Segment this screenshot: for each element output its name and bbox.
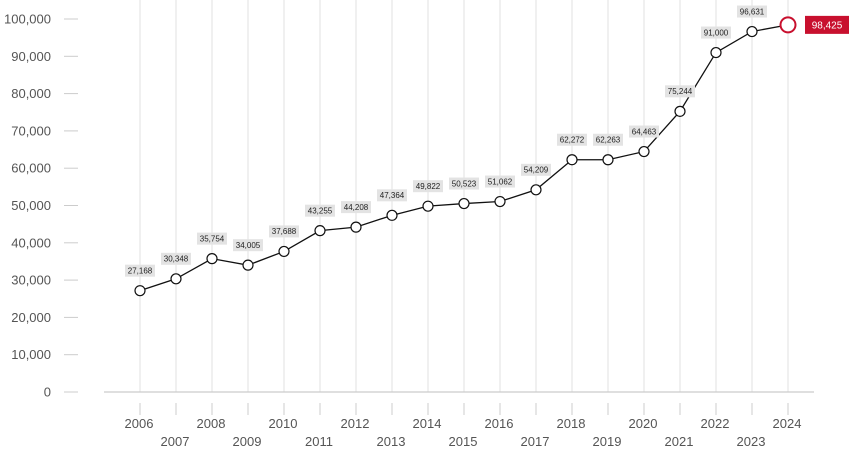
x-tick-label: 2007 — [161, 434, 190, 449]
data-point — [458, 197, 470, 210]
data-label: 62,272 — [560, 136, 585, 145]
data-point — [314, 225, 326, 237]
x-tick-label: 2013 — [377, 434, 406, 449]
data-label: 49,822 — [416, 182, 441, 191]
y-axis: 0 10,000 20,000 30,000 40,000 50,000 60,000 70,… — [4, 12, 78, 400]
data-point — [494, 195, 506, 208]
data-label-box — [557, 133, 587, 146]
highlight-label-box — [805, 15, 849, 34]
data-label: 43,255 — [308, 206, 333, 215]
data-points — [134, 16, 797, 297]
data-label-box — [341, 201, 371, 214]
x-tick-label: 2010 — [269, 416, 298, 431]
data-label: 54,209 — [524, 166, 549, 175]
data-labels: 27,168 30,348 35,754 34,005 37,688 43,255 44,2… — [125, 5, 849, 277]
y-tick-label: 40,000 — [11, 235, 51, 250]
y-tick-label: 90,000 — [11, 49, 51, 64]
data-label-box — [449, 177, 479, 190]
data-label: 64,463 — [632, 127, 657, 136]
x-tick-label: 2012 — [341, 416, 370, 431]
data-point — [566, 154, 578, 166]
x-tick-label: 2016 — [485, 416, 514, 431]
data-label: 51,062 — [488, 177, 513, 186]
data-label-box — [305, 204, 335, 217]
data-label: 75,244 — [668, 87, 693, 96]
highlight-point — [779, 16, 797, 34]
data-point — [746, 25, 758, 38]
x-tick-label: 2021 — [665, 434, 694, 449]
y-tick-label: 60,000 — [11, 161, 51, 176]
data-point — [638, 145, 650, 158]
data-label-box — [521, 163, 551, 176]
data-label-box — [593, 133, 623, 146]
y-tick-label: 30,000 — [11, 273, 51, 288]
data-label-box — [269, 225, 299, 238]
vertical-gridlines — [139, 0, 789, 392]
x-tick-label: 2015 — [449, 434, 478, 449]
x-tick-label: 2024 — [773, 416, 802, 431]
x-tick-label: 2009 — [233, 434, 262, 449]
data-point — [674, 105, 686, 117]
data-point — [602, 154, 614, 166]
x-tick-label: 2008 — [197, 416, 226, 431]
data-label-box — [197, 232, 227, 245]
x-tick-label: 2023 — [737, 434, 766, 449]
x-tick-label: 2017 — [521, 434, 550, 449]
data-point — [170, 273, 182, 285]
data-label-box — [665, 85, 695, 98]
data-label-box — [485, 175, 515, 188]
x-tick-label: 2020 — [629, 416, 658, 431]
data-label-box — [377, 189, 407, 202]
y-tick-label: 10,000 — [11, 347, 51, 362]
data-point — [206, 253, 218, 265]
x-tick-label: 2019 — [593, 434, 622, 449]
data-label: 34,005 — [236, 241, 261, 250]
data-label: 35,754 — [200, 234, 225, 243]
data-label-box — [737, 5, 767, 18]
data-label-box — [125, 264, 155, 277]
x-tick-label: 2022 — [701, 416, 730, 431]
data-point — [278, 245, 290, 258]
y-tick-label: 20,000 — [11, 310, 51, 325]
data-label: 37,688 — [272, 227, 297, 236]
data-point — [710, 46, 722, 59]
data-label: 50,523 — [452, 179, 477, 188]
data-point — [530, 184, 542, 196]
y-tick-label: 100,000 — [4, 12, 51, 27]
data-label-box — [413, 180, 443, 193]
data-label: 47,364 — [380, 191, 405, 200]
data-label: 44,208 — [344, 203, 369, 212]
data-point — [350, 221, 362, 233]
x-tick-label: 2014 — [413, 416, 442, 431]
highlight-data-label: 98,425 — [812, 20, 843, 31]
data-point — [134, 285, 146, 297]
data-point — [242, 259, 254, 271]
data-label-box — [161, 252, 191, 265]
y-tick-label: 50,000 — [11, 198, 51, 213]
x-tick-label: 2011 — [305, 434, 333, 449]
data-point — [422, 200, 434, 212]
y-tick-label: 70,000 — [11, 123, 51, 138]
y-tick-label: 0 — [44, 385, 51, 400]
data-label: 91,000 — [704, 28, 729, 37]
y-tick-label: 80,000 — [11, 86, 51, 101]
data-label: 62,263 — [596, 136, 621, 145]
data-label-box — [629, 125, 659, 138]
data-label: 96,631 — [740, 7, 765, 16]
data-label-box — [233, 239, 263, 252]
x-tick-label: 2006 — [125, 416, 154, 431]
data-label: 27,168 — [128, 266, 153, 275]
data-label-box — [701, 26, 731, 39]
x-tick-label: 2018 — [557, 416, 586, 431]
x-axis: 2006 2007 2008 2009 2010 2011 2012 2013 2014 2015… — [104, 391, 814, 449]
data-point — [386, 209, 398, 221]
data-label: 30,348 — [164, 255, 189, 264]
